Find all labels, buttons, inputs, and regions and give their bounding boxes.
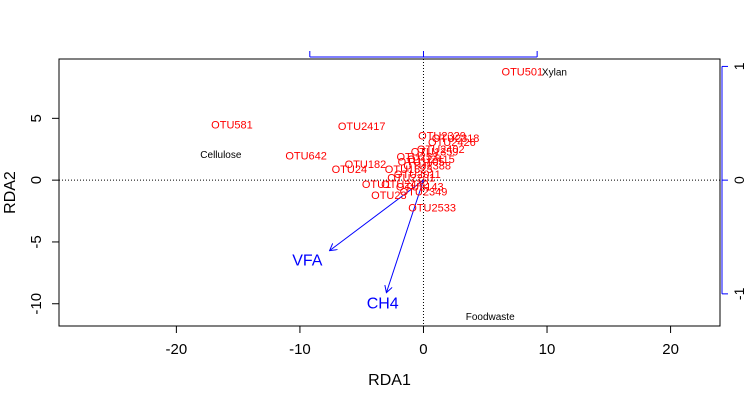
y-tick-label: -5 [28, 235, 45, 248]
x-tick-label: -20 [166, 341, 188, 358]
x-tick-label: 20 [662, 341, 679, 358]
right-tick-label: 0 [731, 176, 747, 184]
otu-label: OTU1359 [411, 147, 459, 159]
y-tick-label: 0 [28, 176, 45, 184]
otu-label: OTU23 [371, 190, 406, 202]
otu-label: OTU2415 [407, 154, 455, 166]
otu-label: OTU2388 [403, 160, 451, 172]
otu-label: OTU2442 [381, 179, 429, 191]
secondary-axes: -1 0 1 [309, 51, 747, 300]
otu-label: OTU642 [285, 150, 327, 162]
otu-labels: OTU581 OTU2417OTU642OTU501OTU2533OTU182OT… [211, 66, 543, 214]
axes: -20 -10 0 10 20 -10 -5 0 5 [28, 114, 679, 358]
otu-label: OTU501 [502, 66, 544, 78]
otu-label: OTU2201 [387, 173, 435, 185]
env-vector-arrow [330, 179, 424, 250]
otu-label: OTU253 [397, 152, 439, 164]
otu-label: OTU2318 [432, 133, 480, 145]
otu-label: OTU2417 [338, 121, 386, 133]
site-labels: Xylan Cellulose Foodwaste [200, 67, 567, 323]
site-label: Xylan [542, 67, 567, 78]
otu-label: OTU581 [211, 120, 253, 132]
right-tick-label: 1 [731, 62, 747, 70]
otu-label: OTU1105 [398, 157, 445, 169]
environment-vectors: VFA CH4 [292, 179, 424, 313]
otu-label: OTU2426 [428, 137, 476, 149]
otu-label: OTU2349 [400, 186, 448, 198]
y-tick-label: 5 [28, 114, 45, 122]
site-label: Foodwaste [466, 312, 515, 323]
right-tick-label: -1 [731, 287, 747, 300]
otu-label: OTU2329 [418, 131, 466, 143]
site-label: Cellulose [200, 150, 242, 161]
env-vector-arrow [386, 179, 424, 292]
otu-label: OTU24 [332, 164, 367, 176]
env-vector-label: VFA [292, 252, 323, 269]
otu-label: OTU2143 [396, 181, 444, 193]
otu-label: OTU182 [345, 159, 387, 171]
otu-label: OTU2533 [408, 202, 456, 214]
env-vector-label: CH4 [367, 296, 399, 313]
reference-lines [59, 59, 720, 326]
otu-label: OTU2011 [394, 169, 441, 181]
otu-label: OTU1 [362, 179, 391, 191]
otu-label: OTU1823 [385, 164, 433, 176]
x-tick-label: 0 [419, 341, 427, 358]
x-tick-label: 10 [539, 341, 556, 358]
x-axis-title: RDA1 [368, 372, 411, 389]
x-tick-label: -10 [289, 341, 311, 358]
y-axis-title: RDA2 [2, 171, 19, 214]
otu-label: OTU2402 [417, 144, 465, 156]
y-tick-label: -10 [28, 293, 45, 315]
